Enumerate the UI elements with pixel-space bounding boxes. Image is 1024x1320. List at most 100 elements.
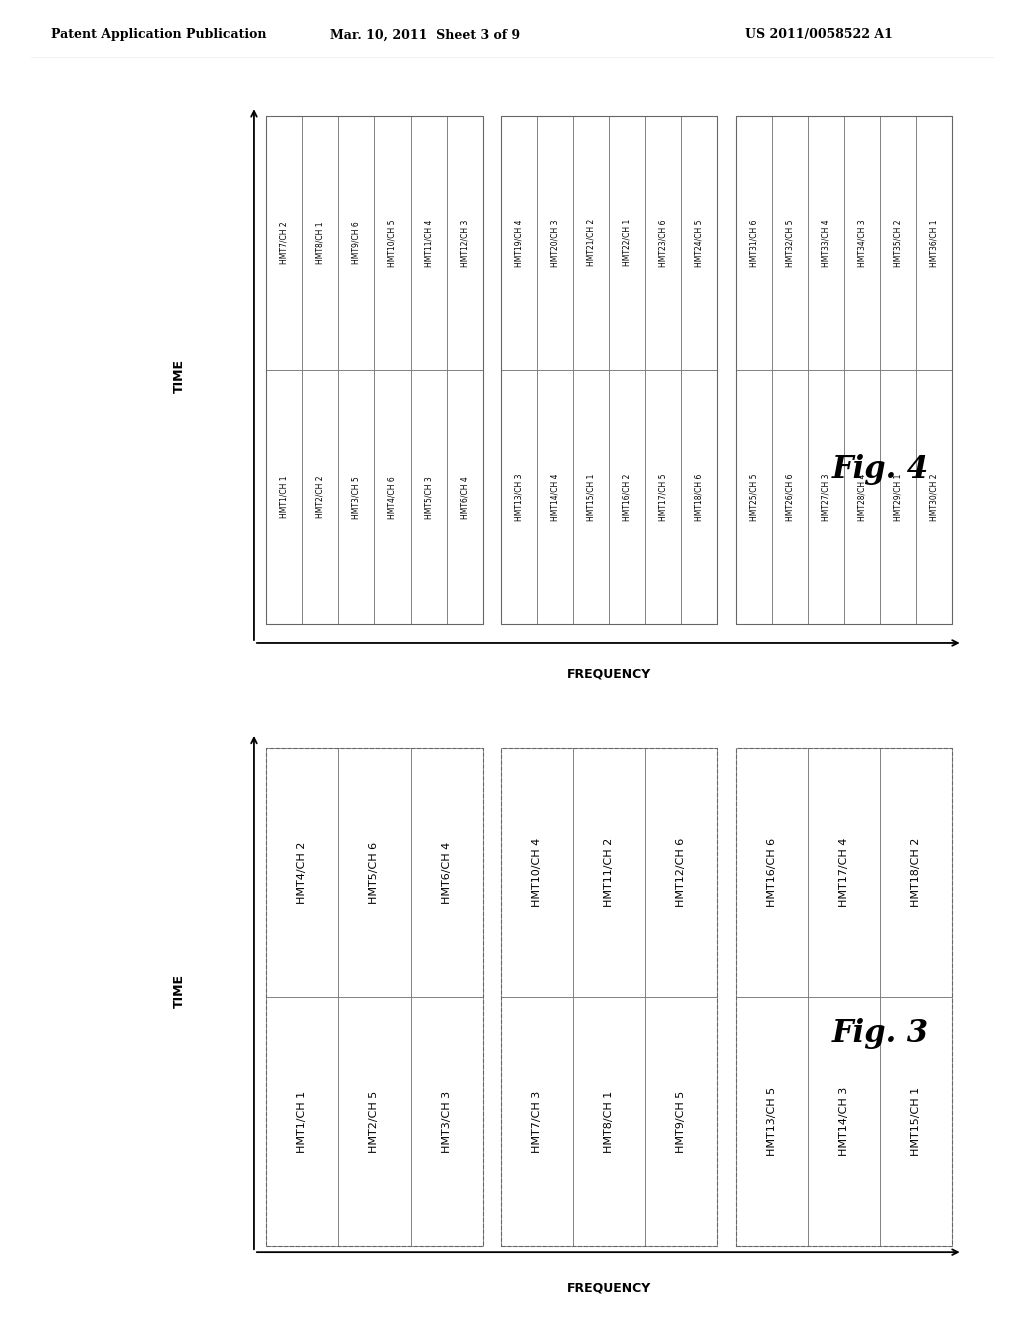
Bar — [446, 116, 482, 370]
Bar — [302, 116, 338, 370]
Bar — [808, 370, 844, 624]
Text: HMT14/CH 3: HMT14/CH 3 — [839, 1086, 849, 1156]
Bar — [573, 997, 645, 1246]
Text: HMT15/CH 1: HMT15/CH 1 — [911, 1088, 922, 1156]
Bar — [736, 116, 772, 370]
Text: HMT12/CH 3: HMT12/CH 3 — [460, 219, 469, 267]
Text: HMT17/CH 4: HMT17/CH 4 — [839, 838, 849, 907]
Bar — [844, 116, 881, 370]
Text: HMT14/CH 4: HMT14/CH 4 — [551, 474, 560, 521]
Bar — [302, 370, 338, 624]
Text: HMT24/CH 5: HMT24/CH 5 — [695, 219, 703, 267]
Text: Mar. 10, 2011  Sheet 3 of 9: Mar. 10, 2011 Sheet 3 of 9 — [330, 28, 520, 41]
Bar — [338, 370, 375, 624]
Text: HMT4/CH 2: HMT4/CH 2 — [297, 841, 307, 904]
Text: HMT6/CH 4: HMT6/CH 4 — [441, 842, 452, 904]
Bar — [338, 997, 411, 1246]
Bar — [736, 370, 772, 624]
Text: HMT34/CH 3: HMT34/CH 3 — [858, 219, 866, 267]
Bar — [736, 748, 952, 1246]
Text: HMT12/CH 6: HMT12/CH 6 — [677, 838, 686, 907]
Bar — [736, 116, 952, 624]
Bar — [411, 748, 482, 997]
Text: HMT4/CH 6: HMT4/CH 6 — [388, 475, 397, 519]
Text: US 2011/0058522 A1: US 2011/0058522 A1 — [745, 28, 893, 41]
Bar — [501, 370, 538, 624]
Text: HMT2/CH 2: HMT2/CH 2 — [315, 477, 325, 519]
Bar — [772, 116, 808, 370]
Text: HMT17/CH 5: HMT17/CH 5 — [658, 474, 668, 521]
Text: HMT7/CH 2: HMT7/CH 2 — [280, 222, 289, 264]
Text: HMT30/CH 2: HMT30/CH 2 — [930, 474, 939, 521]
Bar — [881, 116, 916, 370]
Bar — [609, 370, 645, 624]
Bar — [338, 116, 375, 370]
Text: TIME: TIME — [173, 359, 185, 393]
Text: HMT28/CH 4: HMT28/CH 4 — [858, 474, 866, 521]
Text: HMT11/CH 4: HMT11/CH 4 — [424, 219, 433, 267]
Bar — [338, 748, 411, 997]
Text: HMT2/CH 5: HMT2/CH 5 — [370, 1090, 380, 1152]
Text: HMT21/CH 2: HMT21/CH 2 — [587, 219, 596, 267]
Bar — [645, 370, 681, 624]
Text: HMT10/CH 4: HMT10/CH 4 — [532, 838, 542, 907]
Text: Fig. 3: Fig. 3 — [833, 1018, 929, 1049]
Text: HMT10/CH 5: HMT10/CH 5 — [388, 219, 397, 267]
Bar — [501, 116, 538, 370]
Bar — [266, 116, 482, 624]
Text: HMT3/CH 3: HMT3/CH 3 — [441, 1090, 452, 1152]
Bar — [645, 997, 718, 1246]
Text: HMT9/CH 5: HMT9/CH 5 — [677, 1090, 686, 1152]
Bar — [501, 748, 718, 1246]
Bar — [881, 370, 916, 624]
Text: HMT25/CH 5: HMT25/CH 5 — [750, 474, 759, 521]
Bar — [808, 997, 881, 1246]
Text: HMT23/CH 6: HMT23/CH 6 — [658, 219, 668, 267]
Bar — [501, 116, 718, 624]
Bar — [681, 116, 718, 370]
Bar — [538, 116, 573, 370]
Text: HMT7/CH 3: HMT7/CH 3 — [532, 1090, 542, 1152]
Bar — [266, 748, 338, 997]
Text: HMT5/CH 6: HMT5/CH 6 — [370, 842, 380, 904]
Text: HMT8/CH 1: HMT8/CH 1 — [604, 1090, 614, 1152]
Text: Patent Application Publication: Patent Application Publication — [51, 28, 266, 41]
Bar — [411, 370, 446, 624]
Text: HMT1/CH 1: HMT1/CH 1 — [280, 477, 289, 519]
Bar — [916, 370, 952, 624]
Bar — [844, 370, 881, 624]
Bar — [645, 748, 718, 997]
Bar — [501, 997, 573, 1246]
Text: HMT13/CH 3: HMT13/CH 3 — [515, 474, 523, 521]
Text: HMT16/CH 6: HMT16/CH 6 — [767, 838, 777, 907]
Text: HMT1/CH 1: HMT1/CH 1 — [297, 1090, 307, 1152]
Text: HMT22/CH 1: HMT22/CH 1 — [623, 219, 632, 267]
Bar — [772, 370, 808, 624]
Bar — [446, 370, 482, 624]
Text: HMT19/CH 4: HMT19/CH 4 — [515, 219, 523, 267]
Text: HMT16/CH 2: HMT16/CH 2 — [623, 474, 632, 521]
Bar — [266, 116, 302, 370]
Bar — [681, 370, 718, 624]
Bar — [538, 370, 573, 624]
Bar — [916, 116, 952, 370]
Bar — [808, 116, 844, 370]
Text: HMT35/CH 2: HMT35/CH 2 — [894, 219, 903, 267]
Bar — [501, 748, 573, 997]
Text: HMT15/CH 1: HMT15/CH 1 — [587, 474, 596, 521]
Text: HMT32/CH 5: HMT32/CH 5 — [785, 219, 795, 267]
Bar — [266, 370, 302, 624]
Text: HMT27/CH 3: HMT27/CH 3 — [821, 474, 830, 521]
Bar — [736, 997, 808, 1246]
Bar — [411, 116, 446, 370]
Bar — [808, 748, 881, 997]
Text: HMT9/CH 6: HMT9/CH 6 — [352, 222, 360, 264]
Text: HMT20/CH 3: HMT20/CH 3 — [551, 219, 560, 267]
Text: Fig. 4: Fig. 4 — [833, 454, 929, 484]
Bar — [266, 997, 338, 1246]
Bar — [573, 370, 609, 624]
Text: HMT6/CH 4: HMT6/CH 4 — [460, 475, 469, 519]
Text: FREQUENCY: FREQUENCY — [567, 667, 651, 680]
Text: HMT36/CH 1: HMT36/CH 1 — [930, 219, 939, 267]
Text: HMT31/CH 6: HMT31/CH 6 — [750, 219, 759, 267]
